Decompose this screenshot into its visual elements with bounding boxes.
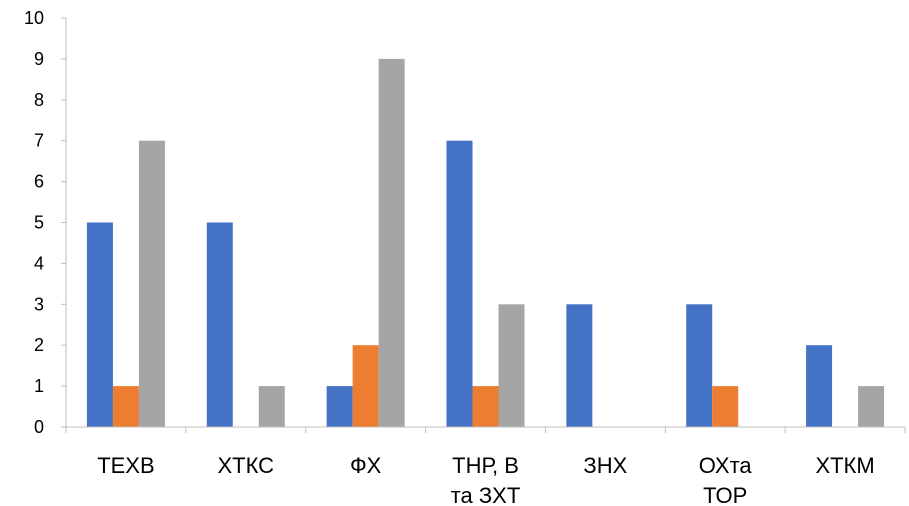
bar	[806, 345, 833, 427]
y-tick-label: 8	[34, 90, 44, 110]
y-tick-label: 6	[34, 172, 44, 192]
bar	[86, 222, 113, 427]
bar	[566, 304, 593, 427]
bar	[378, 58, 405, 428]
bars	[86, 58, 885, 428]
y-tick-label: 7	[34, 131, 44, 151]
x-category-label: ФХ	[350, 453, 382, 478]
bar	[112, 386, 139, 427]
y-tick-label: 10	[24, 8, 44, 28]
y-tick-label: 9	[34, 49, 44, 69]
y-tick-label: 2	[34, 335, 44, 355]
x-category-label: ОХта ТОР	[699, 453, 753, 506]
x-category-label: ХТКС	[217, 453, 274, 478]
bar	[326, 386, 353, 427]
bar	[472, 386, 499, 427]
bar	[352, 345, 379, 427]
y-tick-label: 0	[34, 417, 44, 437]
bar	[258, 386, 285, 427]
x-category-label: ТЕХВ	[97, 453, 154, 478]
y-axis: 0 1 2 3 4 5 6 7 8 9 10	[24, 8, 67, 437]
bar	[138, 140, 165, 427]
bar	[446, 140, 473, 427]
bar	[498, 304, 525, 427]
bar	[686, 304, 713, 427]
x-category-label: ЗНХ	[583, 453, 627, 478]
bar	[712, 386, 739, 427]
y-tick-label: 4	[34, 253, 44, 273]
bar	[858, 386, 885, 427]
x-category-label: ХТКМ	[815, 453, 874, 478]
bar	[206, 222, 233, 427]
y-tick-label: 5	[34, 213, 44, 233]
y-tick-label: 3	[34, 294, 44, 314]
y-tick-label: 1	[34, 376, 44, 396]
